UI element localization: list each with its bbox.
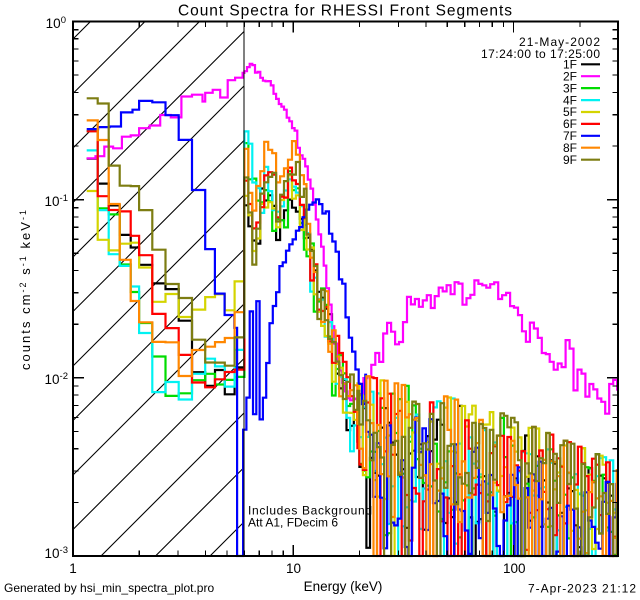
svg-text:Count Spectra for RHESSI Front: Count Spectra for RHESSI Front Segments xyxy=(178,3,512,20)
svg-text:7-Apr-2023 21:12: 7-Apr-2023 21:12 xyxy=(528,582,636,596)
svg-text:1F: 1F xyxy=(563,58,577,72)
svg-text:7F: 7F xyxy=(563,129,577,143)
svg-text:8F: 8F xyxy=(563,141,577,155)
svg-text:9F: 9F xyxy=(563,153,577,167)
svg-text:100: 100 xyxy=(503,561,526,576)
svg-text:3F: 3F xyxy=(563,81,577,95)
svg-text:21-May-2002: 21-May-2002 xyxy=(519,35,600,49)
svg-text:1: 1 xyxy=(69,561,77,576)
svg-text:Energy (keV): Energy (keV) xyxy=(304,579,383,594)
svg-text:2F: 2F xyxy=(563,69,577,83)
svg-text:6F: 6F xyxy=(563,117,577,131)
svg-text:17:24:00 to 17:25:00: 17:24:00 to 17:25:00 xyxy=(481,47,600,61)
svg-text:Att A1, FDecim 6: Att A1, FDecim 6 xyxy=(248,516,338,530)
svg-text:Includes Background: Includes Background xyxy=(248,504,372,518)
svg-text:10: 10 xyxy=(286,561,301,576)
svg-text:4F: 4F xyxy=(563,93,577,107)
svg-text:Generated by hsi_min_spectra_p: Generated by hsi_min_spectra_plot.pro xyxy=(4,581,214,595)
svg-text:5F: 5F xyxy=(563,105,577,119)
